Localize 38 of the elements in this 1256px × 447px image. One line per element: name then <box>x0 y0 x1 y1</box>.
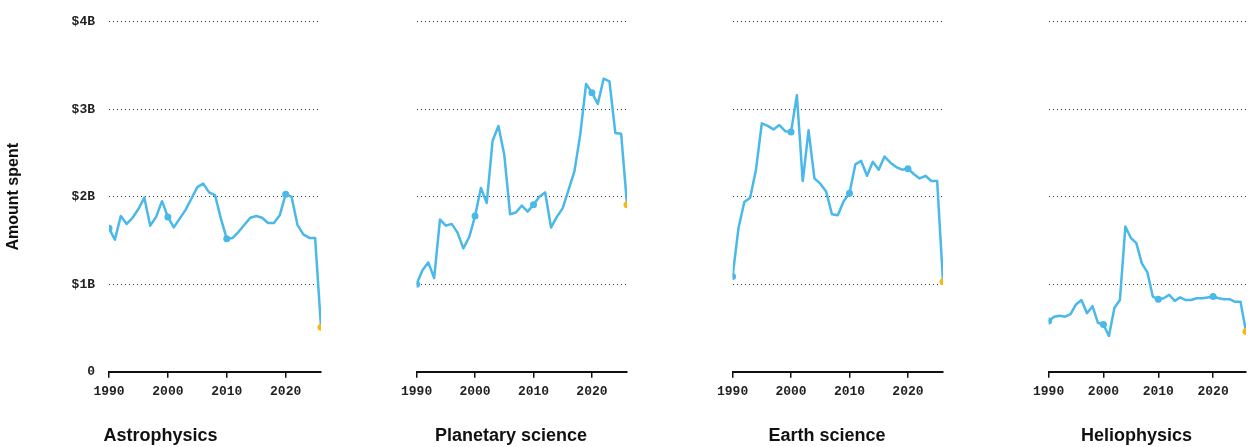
point <box>588 89 596 97</box>
point <box>164 213 172 221</box>
y-tick-label: $1B <box>71 276 96 292</box>
x-tick-label: 2020 <box>576 383 608 399</box>
point <box>1154 295 1162 303</box>
point <box>904 165 912 173</box>
point <box>282 190 290 198</box>
x-tick-label: 1990 <box>1032 383 1065 399</box>
point <box>223 235 231 243</box>
point <box>845 189 853 197</box>
x-tick-label: 1990 <box>400 383 433 399</box>
text: Planetary science <box>434 425 588 446</box>
x-tick-label: 1990 <box>716 383 749 399</box>
x-tick-label: 2010 <box>833 383 866 399</box>
text: Heliophysics <box>1080 425 1193 446</box>
y-tick-label: $3B <box>71 101 96 117</box>
y-tick-label: $4B <box>71 14 96 30</box>
point <box>787 128 795 136</box>
x-tick-label: 2000 <box>1087 383 1120 399</box>
point <box>471 212 479 220</box>
x-tick-label: 2020 <box>270 383 302 399</box>
x-tick-label: 2000 <box>459 383 491 399</box>
x-tick-label: 2000 <box>152 383 184 399</box>
y-tick-label: $2B <box>71 189 96 205</box>
x-tick-label: 2010 <box>1142 383 1175 399</box>
x-tick-label: 2000 <box>775 383 807 399</box>
text: Earth science <box>768 425 886 446</box>
point <box>1099 321 1107 329</box>
text: Astrophysics <box>103 425 218 446</box>
y-tick-label: 0 <box>87 364 96 380</box>
point <box>1209 293 1217 301</box>
x-tick-label: 2010 <box>211 383 243 399</box>
x-tick-label: 2020 <box>892 383 924 399</box>
x-tick-label: 2010 <box>517 383 550 399</box>
x-tick-label: 2020 <box>1197 383 1229 399</box>
point <box>529 201 537 209</box>
x-tick-label: 1990 <box>93 383 125 399</box>
y-axis-title: Amount spent <box>4 142 22 251</box>
